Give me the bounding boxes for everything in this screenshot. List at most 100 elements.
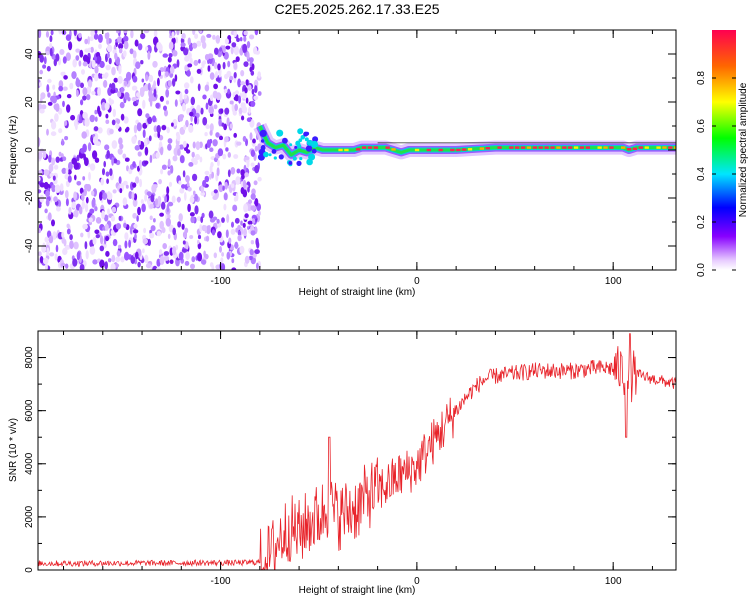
noise-speckle [76, 251, 81, 260]
noise-speckle [185, 119, 189, 128]
noise-speckle [150, 97, 157, 102]
noise-speckle [240, 70, 245, 77]
noise-speckle [241, 103, 246, 113]
noise-speckle [108, 192, 113, 201]
noise-speckle [243, 61, 249, 67]
noise-speckle [107, 52, 110, 59]
noise-speckle [66, 104, 71, 113]
noise-speckle [84, 241, 88, 250]
noise-speckle [242, 222, 246, 228]
noise-speckle [137, 43, 143, 51]
noise-speckle [79, 264, 85, 270]
noise-speckle [53, 196, 58, 203]
noise-speckle [110, 263, 116, 270]
noise-speckle [176, 196, 181, 203]
noise-speckle [178, 144, 185, 150]
y-tick-label: 0 [24, 147, 35, 153]
noise-speckle [73, 30, 77, 37]
noise-speckle [168, 41, 174, 50]
noise-speckle [250, 70, 255, 76]
noise-speckle [254, 30, 259, 36]
noise-speckle [87, 229, 91, 239]
noise-speckle [47, 92, 51, 98]
noise-speckle [51, 96, 58, 104]
noise-speckle [211, 171, 215, 179]
noise-speckle [144, 194, 148, 202]
noise-speckle [55, 103, 60, 112]
noise-speckle [176, 133, 181, 142]
noise-speckle [41, 245, 47, 253]
snr-line [38, 333, 676, 570]
y-tick-label: -40 [24, 238, 35, 253]
noise-speckle [237, 234, 242, 242]
noise-speckle [224, 38, 229, 45]
noise-speckle [155, 102, 160, 109]
noise-speckle [102, 168, 105, 176]
noise-speckle [246, 117, 252, 122]
noise-speckle [145, 46, 149, 52]
noise-speckle [241, 174, 245, 180]
noise-speckle [132, 229, 139, 234]
noise-speckle [71, 157, 77, 165]
noise-speckle [111, 140, 118, 149]
noise-speckle [204, 132, 208, 137]
noise-speckle [219, 246, 222, 253]
noise-speckle [205, 235, 210, 242]
noise-speckle [182, 240, 186, 245]
noise-speckle [89, 246, 96, 255]
noise-speckle [221, 263, 226, 270]
noise-speckle [84, 203, 89, 213]
noise-speckle [84, 157, 89, 167]
noise-speckle [168, 181, 173, 187]
noise-speckle [79, 114, 82, 124]
onset-blob [303, 131, 309, 137]
noise-speckle [211, 229, 216, 236]
noise-speckle [202, 116, 208, 126]
noise-speckle [111, 206, 117, 213]
noise-speckle [220, 108, 224, 114]
onset-blob [298, 138, 303, 142]
noise-speckle [105, 171, 110, 177]
colorbar-tick-label: 0.2 [696, 215, 707, 229]
noise-speckle [159, 146, 164, 156]
noise-speckle [181, 184, 186, 189]
noise-speckle [115, 223, 122, 230]
noise-speckle [79, 187, 84, 194]
noise-speckle [192, 30, 196, 35]
noise-speckle [51, 219, 55, 227]
noise-speckle [84, 38, 89, 45]
noise-speckle [200, 184, 205, 193]
noise-speckle [200, 35, 206, 44]
noise-speckle [250, 193, 256, 200]
noise-speckle [242, 135, 247, 142]
noise-speckle [135, 61, 141, 69]
noise-speckle [51, 120, 57, 130]
noise-speckle [199, 224, 203, 233]
noise-speckle [166, 126, 170, 134]
noise-speckle [170, 165, 174, 174]
noise-speckle [153, 218, 156, 223]
noise-speckle [157, 131, 161, 139]
noise-speckle [58, 30, 62, 35]
noise-speckle [200, 191, 206, 196]
noise-speckle [245, 97, 249, 104]
noise-speckle [48, 163, 54, 173]
onset-blob [297, 128, 304, 135]
noise-speckle [155, 198, 158, 206]
noise-speckle [116, 118, 121, 125]
onset-blob [276, 129, 284, 137]
noise-speckle [55, 53, 60, 62]
noise-speckle [253, 95, 259, 101]
noise-speckle [87, 79, 93, 88]
noise-speckle [60, 262, 66, 268]
spectrogram-x-ticks: -100 0 100 [63, 30, 653, 287]
noise-speckle [152, 153, 156, 160]
spectrogram-content [38, 30, 676, 270]
noise-speckle [47, 78, 52, 84]
noise-speckle [148, 135, 152, 142]
noise-speckle [207, 65, 211, 72]
noise-speckle [176, 30, 180, 36]
noise-speckle [236, 168, 241, 174]
noise-speckle [175, 90, 181, 95]
colorbar: 0.0 0.2 0.4 0.6 0.8 Normalized spectral ampl… [696, 30, 749, 277]
